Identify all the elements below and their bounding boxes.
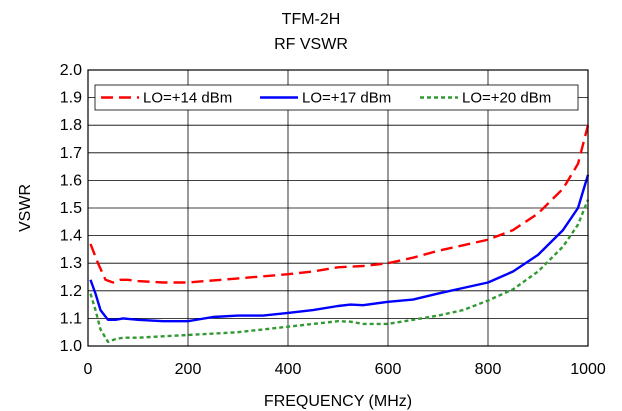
- y-tick-label: 1.4: [60, 228, 82, 245]
- x-tick-label: 400: [275, 361, 302, 378]
- legend-label-1: LO=+14 dBm: [143, 90, 232, 107]
- y-tick-label: 1.3: [60, 255, 82, 272]
- y-tick-label: 1.2: [60, 283, 82, 300]
- y-tick-label: 1.9: [60, 90, 82, 107]
- y-tick-label: 1.8: [60, 117, 82, 134]
- x-tick-label: 200: [175, 361, 202, 378]
- series-group: [89, 124, 590, 344]
- chart-subtitle: RF VSWR: [274, 36, 348, 53]
- legend-label-3: LO=+20 dBm: [462, 90, 551, 107]
- series-line-2: [89, 174, 590, 323]
- y-axis-label: VSWR: [17, 184, 34, 232]
- x-tick-label: 600: [375, 361, 402, 378]
- y-tick-label: 1.1: [60, 310, 82, 327]
- y-tick-label: 2.0: [60, 62, 82, 79]
- x-axis-label: FREQUENCY (MHz): [264, 393, 412, 410]
- grid: [87, 69, 589, 347]
- y-tick-label: 1.6: [60, 172, 82, 189]
- legend-label-2: LO=+17 dBm: [302, 90, 391, 107]
- x-tick-label: 0: [84, 361, 93, 378]
- series-line-3: [89, 199, 590, 344]
- y-tick-labels: 1.0 1.1 1.2 1.3 1.4 1.5 1.6 1.7 1.8 1.9 2.0: [60, 62, 82, 355]
- x-tick-label: 800: [475, 361, 502, 378]
- y-tick-label: 1.7: [60, 145, 82, 162]
- y-tick-label: 1.0: [60, 338, 82, 355]
- y-tick-label: 1.5: [60, 200, 82, 217]
- series-line-1: [89, 124, 590, 284]
- legend: LO=+14 dBm LO=+17 dBm LO=+20 dBm: [94, 84, 579, 111]
- chart-title: TFM-2H: [282, 11, 341, 28]
- legend-box: [94, 84, 579, 111]
- plot-frame: [87, 69, 589, 347]
- x-tick-label: 1000: [570, 361, 606, 378]
- x-tick-labels: 0 200 400 600 800 1000: [84, 361, 606, 378]
